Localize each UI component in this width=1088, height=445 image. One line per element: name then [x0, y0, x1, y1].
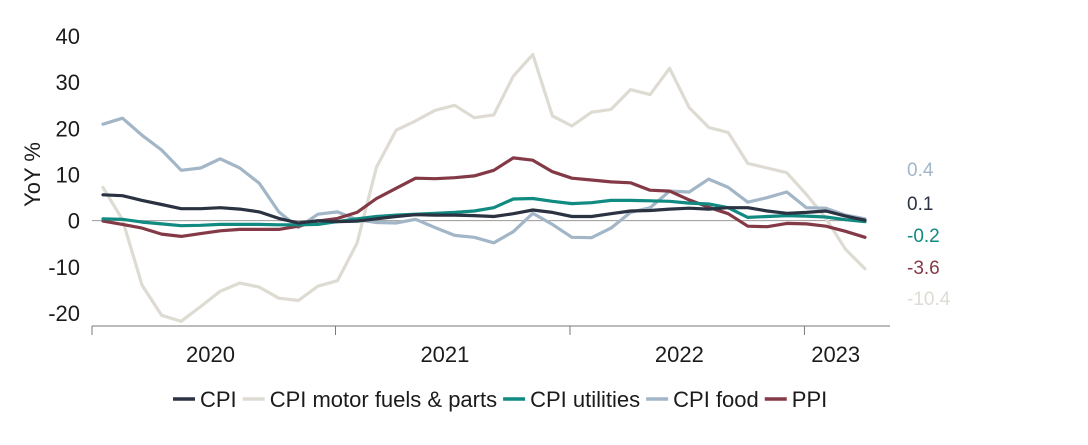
legend: CPI CPI motor fuels & parts CPI utilities C…: [173, 387, 827, 412]
x-tick-label: 2020: [186, 342, 235, 367]
axes-layer: -20 -10 0 10 20 30 40 YoY % 2020 2021 2022 2023: [20, 24, 890, 367]
y-tick-label: 20: [56, 116, 80, 141]
y-tick-label: 0: [68, 209, 80, 234]
end-labels-layer: 0.4 0.1 -0.2 -3.6 -10.4: [907, 160, 951, 310]
end-value-label: -3.6: [907, 258, 940, 279]
end-value-label: 0.1: [907, 194, 933, 215]
y-tick-label: 30: [56, 70, 80, 95]
end-value-label: 0.4: [907, 160, 934, 181]
series-line-cpi-motor-fuels-parts: [101, 52, 867, 323]
x-tick-label: 2021: [420, 342, 469, 367]
end-value-label: -10.4: [907, 289, 951, 310]
y-tick-label: -20: [48, 301, 80, 326]
y-tick-label: -10: [48, 255, 80, 280]
y-axis-label: YoY %: [20, 142, 45, 207]
legend-label: CPI: [200, 387, 237, 412]
end-value-label: -0.2: [907, 226, 940, 247]
y-tick-label: 10: [56, 163, 80, 188]
legend-label: PPI: [792, 387, 827, 412]
series-line-cpi-food: [101, 116, 867, 245]
legend-label: CPI food: [673, 387, 759, 412]
series-lines-layer: [101, 52, 867, 323]
series-line-cpi-utilities: [101, 196, 867, 228]
legend-label: CPI motor fuels & parts: [270, 387, 497, 412]
x-tick-label: 2022: [655, 342, 704, 367]
x-tick-label: 2023: [811, 342, 860, 367]
series-line-cpi: [101, 193, 867, 225]
legend-label: CPI utilities: [530, 387, 640, 412]
y-tick-label: 40: [56, 24, 80, 49]
series-line-ppi: [101, 156, 867, 239]
